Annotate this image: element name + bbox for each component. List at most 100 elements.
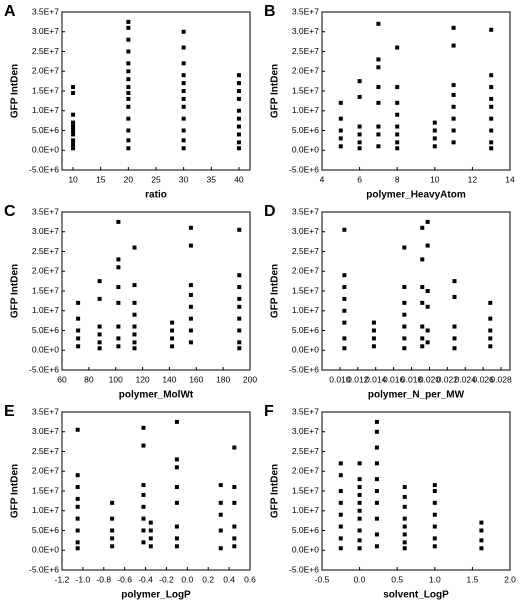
- point: [97, 332, 102, 337]
- point: [141, 504, 146, 509]
- point: [181, 89, 186, 93]
- point: [188, 225, 193, 230]
- point: [432, 500, 437, 505]
- point: [71, 142, 76, 147]
- point: [110, 544, 115, 549]
- point: [402, 524, 407, 529]
- y-tick-label: 0.0E+0: [32, 345, 59, 355]
- point: [342, 227, 347, 232]
- point: [376, 100, 381, 105]
- point: [116, 344, 121, 349]
- x-tick-label: 35: [207, 174, 217, 184]
- point: [126, 61, 131, 66]
- point: [141, 425, 146, 430]
- point: [451, 43, 456, 48]
- y-tick-label: 5.0E+6: [292, 325, 319, 335]
- point: [174, 544, 179, 549]
- point: [342, 285, 347, 290]
- point: [402, 485, 407, 490]
- point: [232, 485, 237, 490]
- y-tick-label: 3.5E+7: [292, 406, 319, 416]
- point: [97, 296, 102, 301]
- y-tick-label: 3.5E+7: [32, 6, 59, 16]
- point: [342, 273, 347, 278]
- point: [374, 500, 379, 505]
- point: [371, 336, 376, 341]
- y-tick-label: 1.0E+7: [32, 305, 59, 315]
- x-tick-label: -1.0: [76, 574, 91, 584]
- point: [489, 146, 494, 151]
- point: [432, 544, 437, 549]
- panel-letter: E: [4, 403, 15, 420]
- point: [395, 100, 400, 105]
- y-tick-label: -5.0E+6: [289, 364, 319, 374]
- point: [174, 536, 179, 541]
- point: [141, 528, 146, 533]
- x-tick-label: 0.026: [473, 374, 495, 384]
- point: [181, 116, 186, 121]
- point: [376, 132, 381, 137]
- point: [489, 116, 494, 121]
- y-tick-label: 3.5E+7: [32, 406, 59, 416]
- point: [342, 346, 347, 351]
- point: [432, 524, 437, 529]
- x-tick-label: 0.4: [223, 574, 235, 584]
- point: [402, 285, 407, 290]
- point: [395, 140, 400, 145]
- point: [71, 146, 76, 151]
- point: [374, 419, 379, 424]
- y-axis-label: GFP IntDen: [270, 264, 281, 318]
- point: [71, 138, 76, 143]
- point: [420, 285, 425, 290]
- y-tick-label: 3.5E+7: [292, 206, 319, 216]
- y-tick-label: -5.0E+6: [289, 164, 319, 174]
- point: [232, 524, 237, 529]
- y-tick-label: 3.0E+7: [292, 226, 319, 236]
- point: [432, 120, 437, 125]
- y-tick-label: 3.0E+7: [32, 426, 59, 436]
- point: [376, 85, 381, 90]
- point: [425, 328, 430, 333]
- x-tick-label: 6: [357, 174, 362, 184]
- y-tick-label: -5.0E+6: [289, 564, 319, 574]
- x-tick-label: 0.014: [365, 374, 387, 384]
- y-axis-label: GFP IntDen: [270, 464, 281, 518]
- x-tick-label: 4: [320, 174, 325, 184]
- point: [420, 324, 425, 329]
- point: [451, 140, 456, 145]
- point: [432, 483, 437, 488]
- point: [338, 100, 343, 105]
- point: [374, 489, 379, 493]
- point: [452, 294, 457, 299]
- point: [76, 336, 81, 341]
- panel: D -5.0E+6 0.0E+0 5.0E+6 1.0E+7 1.5E+7 2.0E+7 2.…: [264, 203, 512, 400]
- x-tick-label: 80: [84, 374, 94, 384]
- x-axis-label: polymer_LogP: [121, 590, 191, 600]
- point: [181, 61, 186, 66]
- y-tick-label: 3.5E+7: [32, 206, 59, 216]
- x-tick-label: -0.2: [159, 574, 174, 584]
- point: [338, 136, 343, 141]
- point: [338, 512, 343, 517]
- point: [357, 94, 362, 99]
- x-tick-label: 160: [189, 374, 203, 384]
- point: [188, 292, 193, 297]
- point: [218, 528, 223, 533]
- y-tick-label: 2.5E+7: [292, 46, 319, 56]
- point: [116, 219, 121, 224]
- point: [374, 461, 379, 466]
- panel: F -5.0E+6 0.0E+0 5.0E+6 1.0E+7 1.5E+7 2.0E+7 2.…: [264, 403, 516, 600]
- point: [110, 536, 115, 541]
- point: [395, 85, 400, 90]
- point: [75, 427, 80, 432]
- point: [141, 443, 146, 448]
- point: [236, 140, 241, 145]
- point: [342, 320, 347, 325]
- y-tick-label: 3.0E+7: [292, 26, 319, 36]
- point: [432, 512, 437, 517]
- y-axis-label: GFP IntDen: [10, 464, 21, 518]
- point: [479, 528, 484, 533]
- point: [338, 524, 343, 529]
- point: [97, 324, 102, 329]
- panel: E -5.0E+6 0.0E+0 5.0E+6 1.0E+7 1.5E+7 2.0E+7 2.…: [4, 403, 256, 600]
